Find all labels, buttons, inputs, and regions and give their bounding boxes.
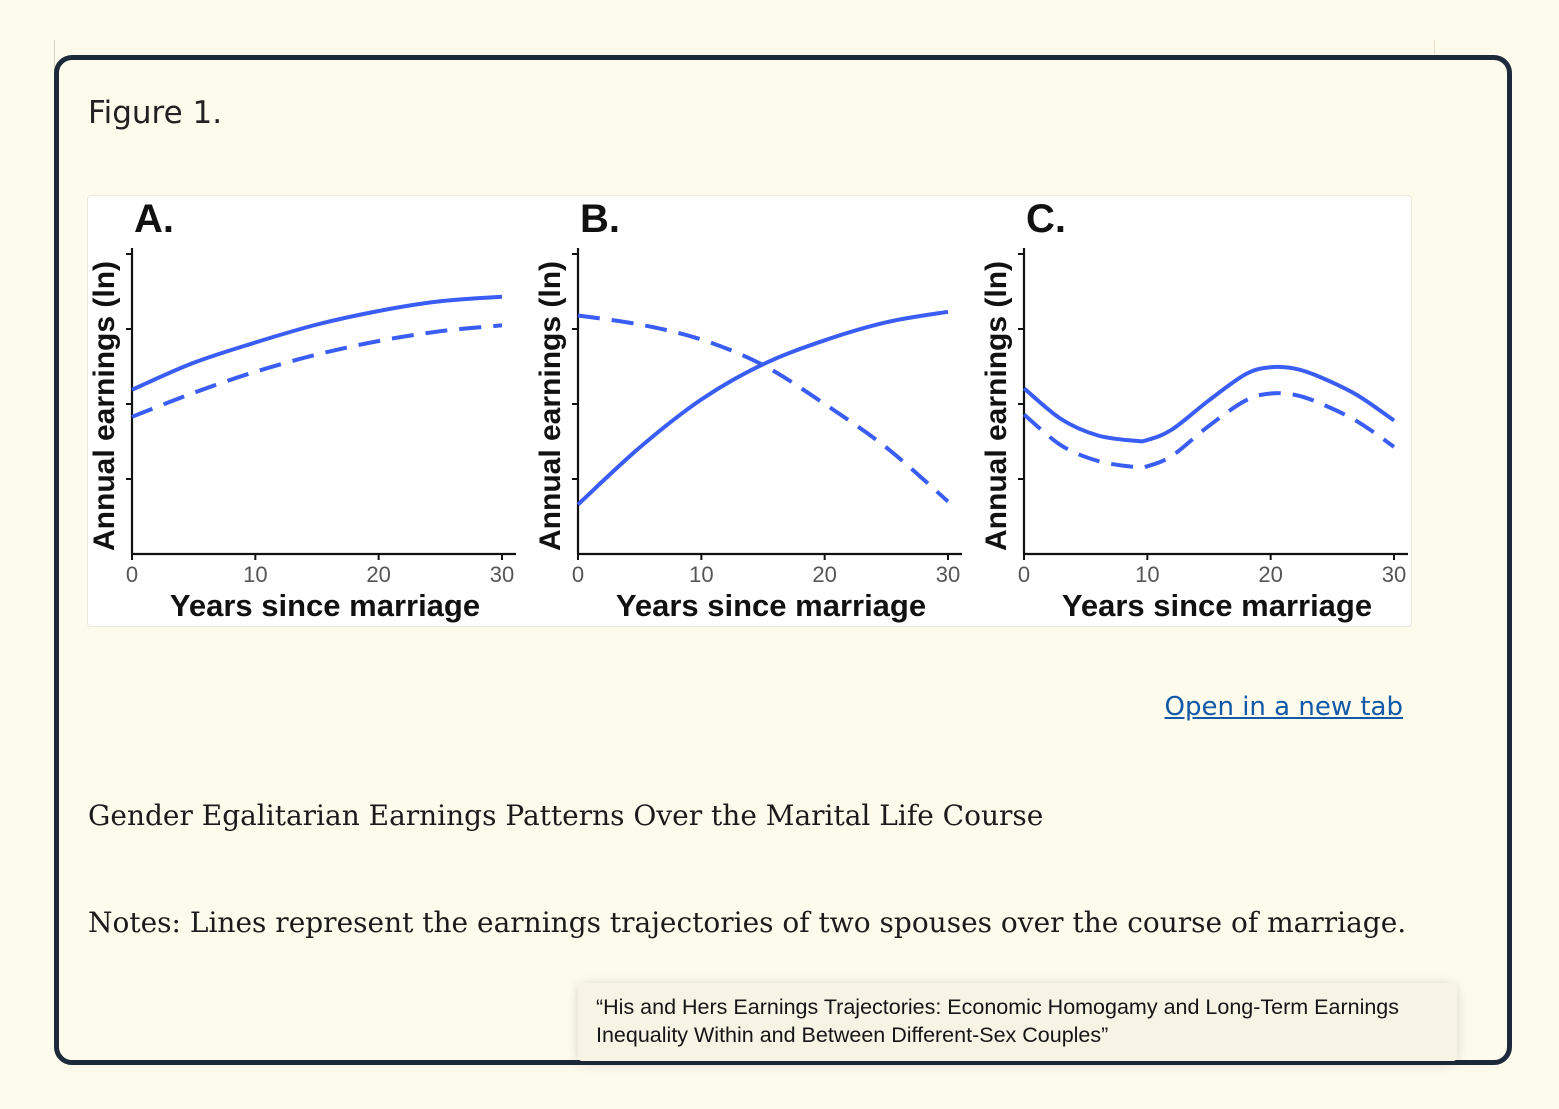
series-line-dashed (1022, 391, 1396, 470)
x-tick-label: 30 (490, 562, 514, 587)
series-line-solid (131, 294, 503, 392)
y-axis-label: Annual earnings (ln) (88, 261, 121, 551)
chart-panel-2: B. 0 10 20 30 Years since marriage Annual earn… (534, 197, 962, 623)
figure-caption: Gender Egalitarian Earnings Patterns Ove… (88, 799, 1044, 832)
x-tick-label: 10 (689, 562, 713, 587)
title-tooltip: “His and Hers Earnings Trajectories: Eco… (578, 983, 1457, 1061)
panel-letter: B. (580, 197, 620, 241)
figure-chart-svg: A. 0 10 20 30 Years since marriage Annual earn… (88, 197, 1408, 623)
figure-notes: Notes: Lines represent the earnings traj… (88, 906, 1407, 939)
x-tick-label: 20 (366, 562, 390, 587)
series-line-dashed (131, 323, 503, 419)
x-axis-label: Years since marriage (170, 588, 480, 623)
x-tick-label: 30 (936, 562, 960, 587)
page-rule-left (54, 40, 55, 70)
series-line-dashed (577, 313, 950, 504)
x-axis-label: Years since marriage (616, 588, 926, 623)
series-line-solid (1022, 364, 1396, 444)
figure-dialog: Figure 1. A. 0 10 20 30 Years since marriage A… (54, 55, 1512, 1065)
x-tick-label: 20 (812, 562, 836, 587)
x-tick-label: 20 (1258, 562, 1282, 587)
figure-label: Figure 1. (88, 95, 223, 131)
series-line-solid (576, 309, 949, 506)
panel-letter: C. (1026, 197, 1066, 241)
y-axis-label: Annual earnings (ln) (534, 261, 567, 551)
chart-panel-3: C. 0 10 20 30 Years since marriage Annual earn… (980, 197, 1408, 623)
figure-image: A. 0 10 20 30 Years since marriage Annual earn… (87, 195, 1412, 627)
x-tick-label: 0 (572, 562, 584, 587)
x-tick-label: 10 (1135, 562, 1159, 587)
x-tick-label: 0 (126, 562, 138, 587)
chart-panel-1: A. 0 10 20 30 Years since marriage Annual earn… (88, 197, 516, 623)
x-tick-label: 30 (1382, 562, 1406, 587)
x-tick-label: 10 (243, 562, 267, 587)
y-axis-label: Annual earnings (ln) (980, 261, 1013, 551)
x-axis-label: Years since marriage (1062, 588, 1372, 623)
panel-letter: A. (134, 197, 174, 241)
x-tick-label: 0 (1018, 562, 1030, 587)
open-in-new-tab-link[interactable]: Open in a new tab (1164, 692, 1403, 722)
